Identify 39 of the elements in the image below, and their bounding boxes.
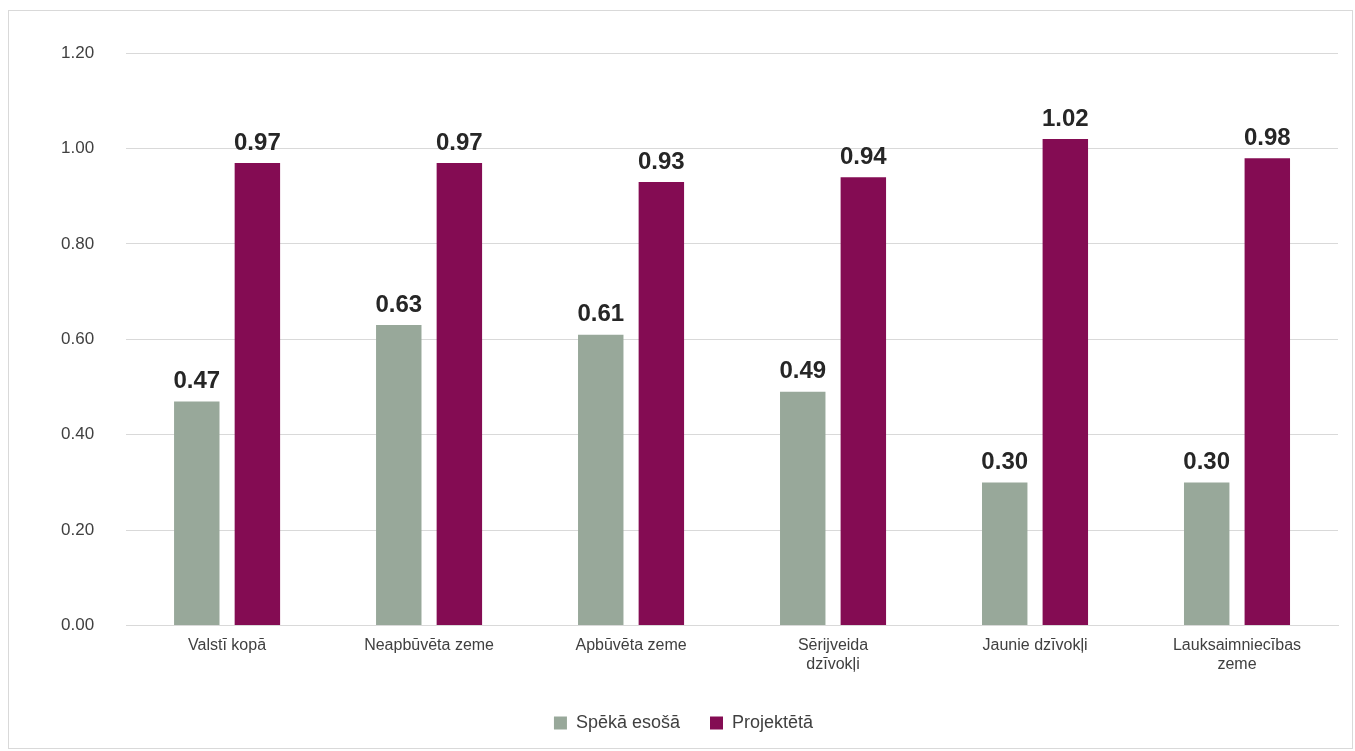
data-label: 0.98	[1243, 122, 1291, 150]
bar	[1183, 482, 1230, 626]
bar	[780, 391, 826, 626]
data-label: 0.47	[173, 366, 221, 394]
bar	[174, 401, 220, 626]
x-tick-label: Apbūvēta zeme	[575, 635, 687, 653]
data-label: 0.93	[637, 146, 685, 174]
data-label: 0.63	[375, 289, 423, 317]
bar	[376, 325, 422, 626]
x-tick-label: Valstī kopā	[188, 635, 267, 653]
data-label: 0.94	[839, 141, 888, 169]
bar	[638, 181, 685, 626]
x-tick-label: Lauksaimniecības zeme	[1172, 635, 1302, 672]
bar	[982, 482, 1028, 626]
bar	[578, 334, 624, 626]
bar	[840, 177, 887, 626]
y-tick-label: 1.00	[60, 138, 95, 158]
y-tick-label: 1.20	[60, 42, 95, 62]
y-tick-label: 0.60	[60, 329, 95, 349]
data-label: 0.97	[234, 127, 281, 155]
data-label: 0.30	[1183, 447, 1231, 475]
y-tick-label: 0.20	[60, 519, 95, 539]
bar	[436, 162, 483, 626]
x-tick-label: Neapbūvēta zeme	[364, 635, 495, 653]
y-tick-label: 0.80	[60, 233, 95, 253]
bar	[1042, 139, 1089, 626]
data-label: 0.49	[779, 356, 827, 384]
data-label: 1.02	[1041, 103, 1089, 131]
y-tick-label: 0.40	[60, 424, 95, 444]
bar	[234, 162, 281, 626]
x-tick-label: Jaunie dzīvokļi	[982, 635, 1088, 653]
data-label: 0.61	[577, 299, 625, 327]
data-label: 0.97	[436, 127, 483, 155]
bar	[1244, 158, 1291, 626]
y-tick-label: 0.00	[60, 615, 95, 635]
legend-label: Projektētā	[732, 711, 815, 732]
data-label: 0.30	[981, 447, 1029, 475]
x-tick-label: Sērijveida dzīvokļi	[797, 635, 869, 672]
legend-label: Spēkā esošā	[575, 711, 681, 732]
